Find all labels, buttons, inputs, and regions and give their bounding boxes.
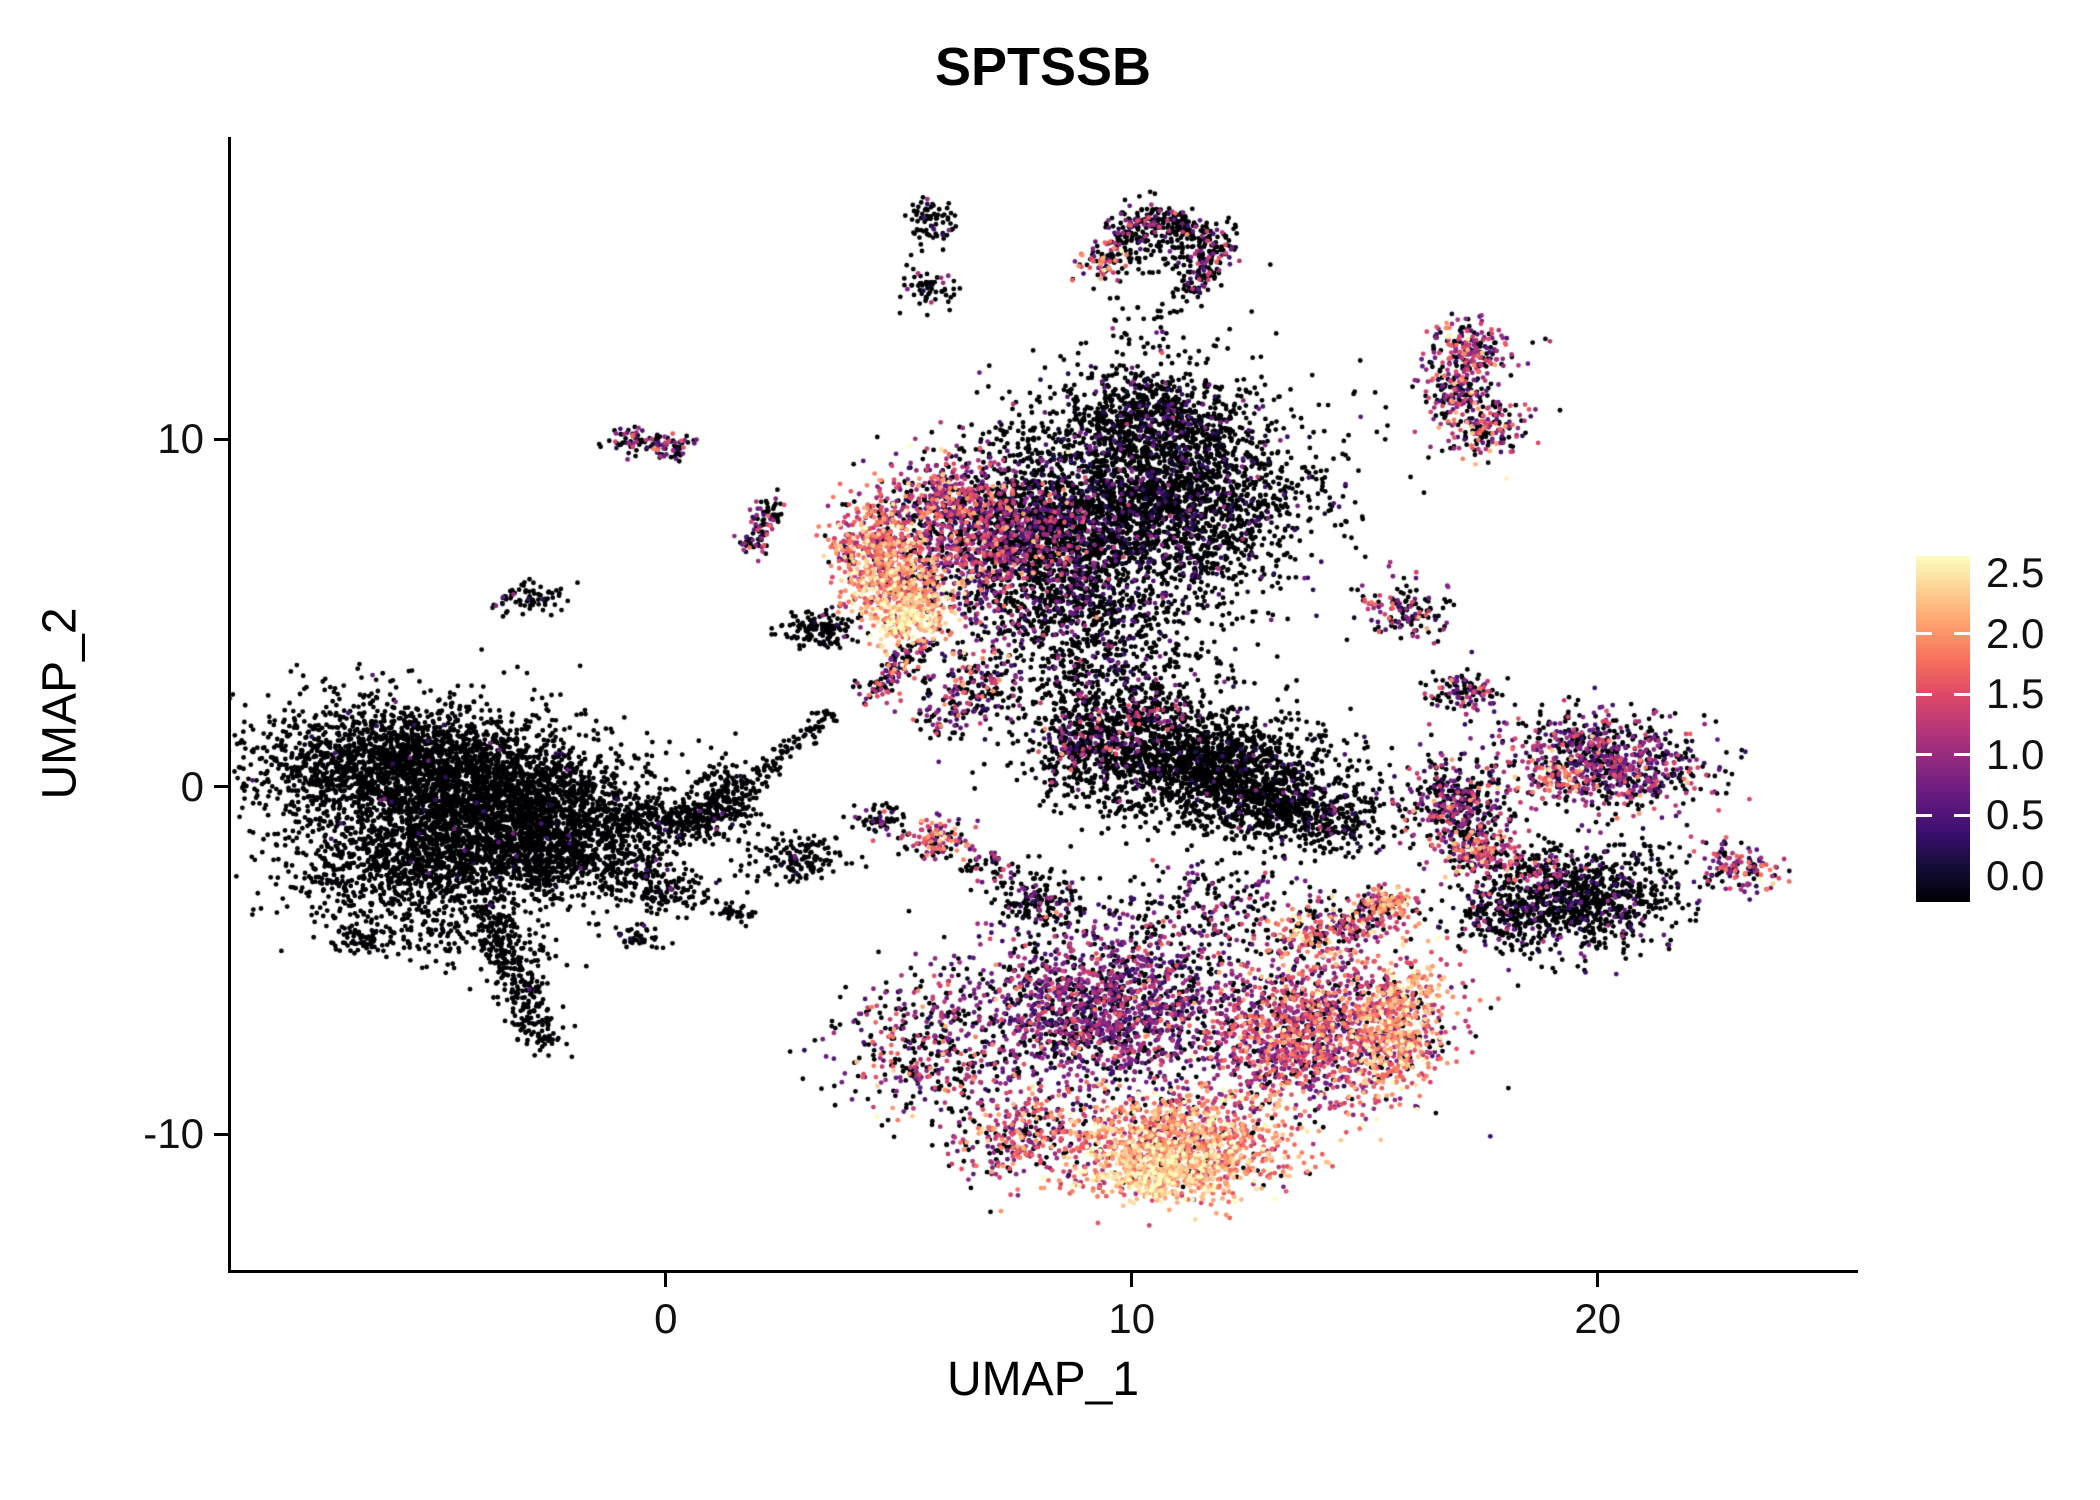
colorbar-tick-label: 1.0 bbox=[1986, 730, 2045, 778]
x-axis-label: UMAP_1 bbox=[946, 1353, 1140, 1406]
y-tick-mark bbox=[214, 1132, 228, 1136]
plot-title: SPTSSB bbox=[934, 37, 1152, 97]
y-tick-label: 0 bbox=[180, 762, 204, 810]
x-tick-label: 0 bbox=[654, 1295, 678, 1342]
y-tick-label: -10 bbox=[143, 1110, 204, 1158]
colorbar-tick-mark bbox=[1954, 692, 1970, 696]
y-tick-mark bbox=[214, 437, 228, 441]
x-tick-mark bbox=[664, 1273, 668, 1287]
colorbar-tick-label: 1.5 bbox=[1986, 670, 2045, 718]
colorbar-tick-mark bbox=[1916, 753, 1932, 757]
y-tick-mark bbox=[214, 785, 228, 789]
colorbar-tick-mark bbox=[1916, 692, 1932, 696]
colorbar-tick-label: 2.5 bbox=[1986, 549, 2045, 596]
colorbar-tick-mark bbox=[1954, 813, 1970, 817]
colorbar-tick-mark bbox=[1916, 632, 1932, 636]
x-tick-mark bbox=[1596, 1273, 1600, 1287]
x-tick-mark bbox=[1130, 1273, 1134, 1287]
y-tick-label: 10 bbox=[157, 415, 204, 463]
colorbar-tick-label: 2.0 bbox=[1986, 609, 2045, 657]
colorbar-gradient bbox=[1916, 556, 1970, 902]
x-tick-label: 10 bbox=[1108, 1295, 1156, 1342]
colorbar-tick-mark bbox=[1954, 632, 1970, 636]
y-axis-line bbox=[228, 137, 231, 1273]
colorbar-tick-mark bbox=[1916, 813, 1932, 817]
colorbar-tick-label: 0.0 bbox=[1986, 852, 2045, 899]
colorbar-tick-label: 0.5 bbox=[1986, 791, 2045, 839]
y-axis-label: UMAP_2 bbox=[33, 607, 87, 800]
y-axis-label-wrap: UMAP_2 bbox=[24, 137, 96, 1270]
colorbar-tick-mark bbox=[1954, 753, 1970, 757]
x-axis-line bbox=[228, 1270, 1858, 1273]
x-tick-label: 20 bbox=[1574, 1295, 1622, 1342]
